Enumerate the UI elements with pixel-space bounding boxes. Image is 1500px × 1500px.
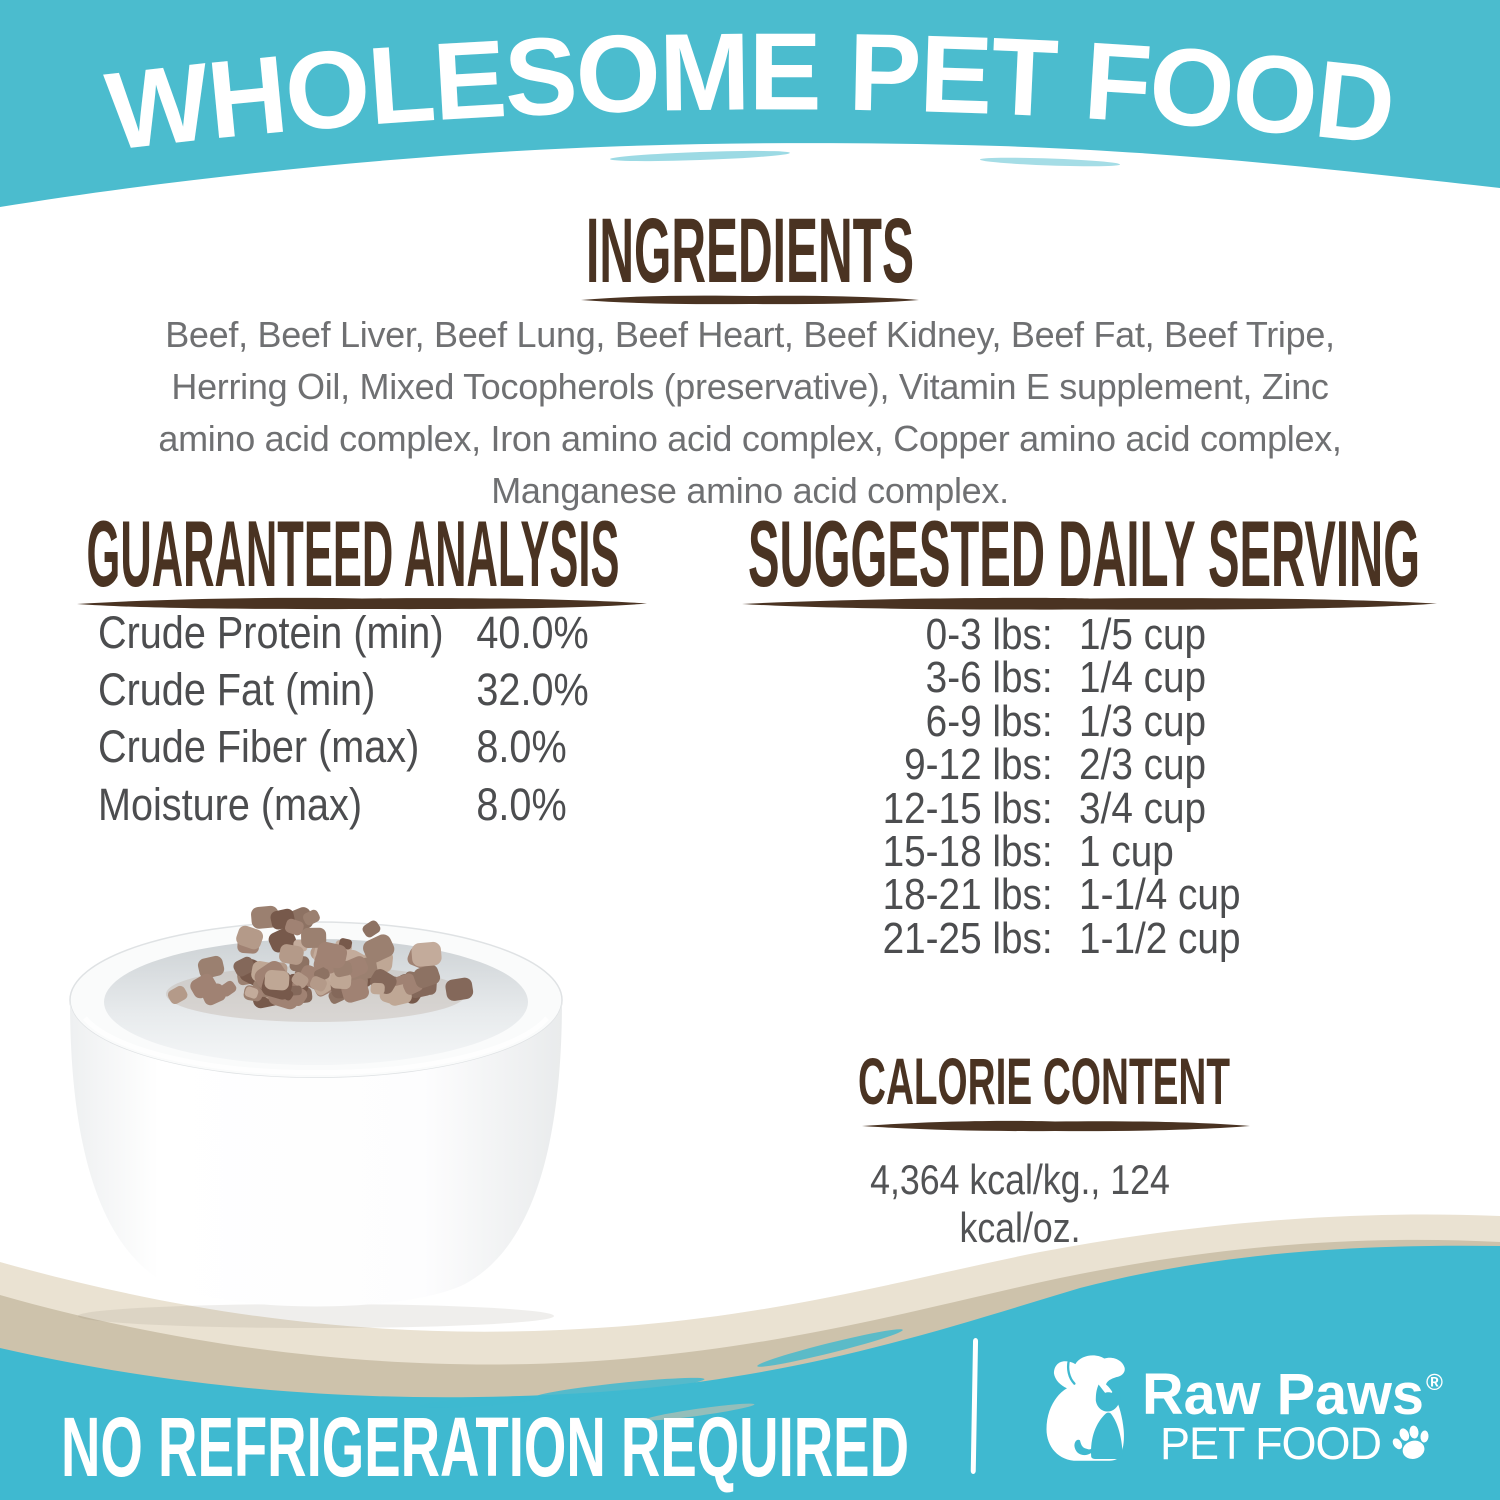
analysis-value: 40.0%: [476, 606, 589, 658]
brand-logo: Raw Paws ® PET FOOD: [1046, 1355, 1443, 1469]
brush-fleck: [757, 1329, 903, 1367]
analysis-label: Moisture (max): [98, 778, 363, 830]
calorie-heading-block: CALORIE CONTENT: [858, 1046, 1250, 1132]
footer-divider: [970, 1338, 979, 1474]
serving-amount: 1-1/4 cup: [1079, 870, 1241, 920]
serving-weight-range: 15-18 lbs:: [882, 826, 1053, 876]
serving-row: 18-21 lbs: 1-1/4 cup: [830, 870, 1323, 919]
serving-heading: SUGGESTED DAILY SERVING: [748, 508, 1420, 606]
ingredients-list: Beef, Beef Liver, Beef Lung, Beef Heart,…: [158, 314, 1342, 511]
analysis-heading: GUARANTEED ANALYSIS: [87, 508, 620, 606]
footer-band: [0, 1214, 1500, 1500]
page-title: WHOLESOME PET FOOD: [100, 10, 1399, 173]
serving-amount: 1-1/2 cup: [1079, 913, 1241, 963]
bowl-front: [70, 1000, 562, 1307]
serving-amount: 1 cup: [1079, 826, 1174, 876]
brush-fleck: [1155, 165, 1325, 179]
cat-tail: [1074, 1439, 1094, 1456]
serving-weight-range: 12-15 lbs:: [882, 783, 1053, 833]
brand-tagline: PET FOOD: [1160, 1418, 1382, 1469]
serving-row: 15-18 lbs: 1 cup: [830, 827, 1323, 876]
dog-cat-icon: [1046, 1355, 1125, 1461]
claim-block: NO REFRIGERATION REQUIRED: [61, 1400, 909, 1494]
calorie-value: 4,364 kcal/kg., 124 kcal/oz.: [870, 1156, 1170, 1251]
serving-row: 12-15 lbs: 3/4 cup: [830, 784, 1323, 833]
serving-row: 6-9 lbs: 1/3 cup: [830, 697, 1323, 746]
brush-fleck: [980, 157, 1120, 167]
serving-row: 21-25 lbs: 1-1/2 cup: [830, 914, 1323, 963]
serving-table: 0-3 lbs: 1/5 cup 3-6 lbs: 1/4 cup 6-9 lbs: 1/…: [830, 610, 1323, 963]
serving-amount: 1/5 cup: [1079, 610, 1207, 659]
wave-teal: [0, 1245, 1500, 1500]
serving-amount: 2/3 cup: [1079, 740, 1207, 790]
dog-ear-line: [1066, 1359, 1076, 1385]
serving-weight-range: 0-3 lbs:: [925, 610, 1053, 659]
brush-fleck: [610, 150, 790, 162]
bowl-shadow: [78, 1304, 554, 1328]
serving-heading-block: SUGGESTED DAILY SERVING: [742, 508, 1437, 610]
serving-row: 0-3 lbs: 1/5 cup: [830, 610, 1323, 659]
analysis-row: Crude Protein (min) 40.0%: [98, 604, 589, 661]
brush-underline: [77, 597, 647, 610]
analysis-table: Crude Protein (min) 40.0% Crude Fat (min) 3…: [98, 604, 589, 833]
paw-icon: [1392, 1425, 1429, 1459]
brush-fleck: [535, 1377, 705, 1399]
serving-weight-range: 6-9 lbs:: [925, 696, 1053, 746]
analysis-row: Moisture (max) 8.0%: [98, 776, 567, 833]
ingredients-heading-block: INGREDIENTS: [581, 212, 919, 305]
analysis-value: 8.0%: [476, 721, 567, 773]
ingredients-heading: INGREDIENTS: [586, 212, 914, 302]
kibble-pile: [167, 905, 474, 1010]
brush-underline: [742, 597, 1437, 610]
brush-fleck: [645, 1403, 755, 1421]
analysis-label: Crude Protein (min): [98, 606, 444, 658]
analysis-heading-block: GUARANTEED ANALYSIS: [77, 508, 647, 610]
analysis-row: Crude Fiber (max) 8.0%: [98, 719, 567, 776]
serving-row: 9-12 lbs: 2/3 cup: [830, 740, 1323, 789]
analysis-value: 32.0%: [476, 663, 589, 715]
no-refrigeration-claim: NO REFRIGERATION REQUIRED: [61, 1400, 909, 1494]
header-banner: WHOLESOME PET FOOD: [0, 0, 1500, 207]
brush-fleck: [165, 187, 355, 205]
bowl-highlight: [83, 1016, 549, 1076]
serving-amount: 1/3 cup: [1079, 696, 1207, 746]
brush-underline: [862, 1120, 1250, 1132]
serving-amount: 3/4 cup: [1079, 783, 1207, 833]
food-bowl-image: [69, 905, 563, 1328]
registered-mark: ®: [1426, 1369, 1443, 1395]
analysis-label: Crude Fiber (max): [98, 721, 420, 773]
brand-name: Raw Paws: [1142, 1362, 1424, 1427]
brush-underline: [581, 295, 919, 305]
serving-row: 3-6 lbs: 1/4 cup: [830, 653, 1323, 702]
brush-fleck: [420, 1396, 540, 1408]
serving-weight-range: 3-6 lbs:: [925, 653, 1053, 703]
analysis-value: 8.0%: [476, 778, 567, 830]
serving-weight-range: 18-21 lbs:: [882, 870, 1053, 920]
serving-amount: 1/4 cup: [1079, 653, 1207, 703]
calorie-heading: CALORIE CONTENT: [858, 1046, 1230, 1118]
header-band: [0, 0, 1500, 207]
serving-weight-range: 21-25 lbs:: [882, 913, 1053, 963]
serving-weight-range: 9-12 lbs:: [904, 740, 1053, 790]
cat-head: [1095, 1384, 1121, 1412]
analysis-label: Crude Fat (min): [98, 663, 376, 715]
cat-body: [1091, 1412, 1123, 1459]
analysis-row: Crude Fat (min) 32.0%: [98, 661, 589, 718]
